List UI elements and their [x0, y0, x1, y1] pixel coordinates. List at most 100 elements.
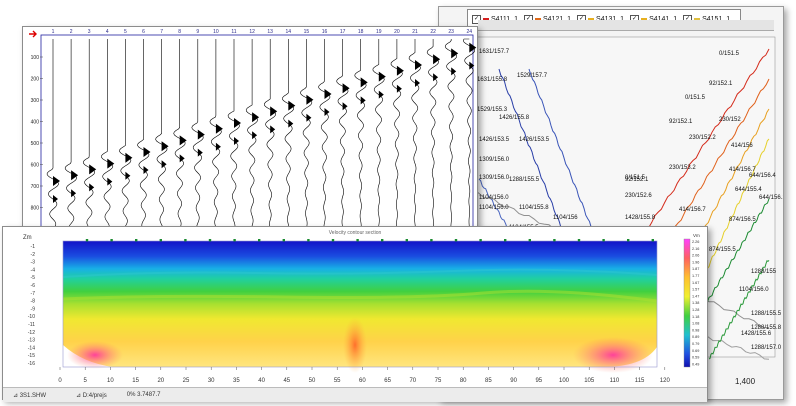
legend-label: S4131_1 — [596, 15, 625, 23]
point-label: 1288/155 — [751, 269, 777, 275]
trace-label: 21 — [412, 29, 418, 35]
geophone-marker — [553, 239, 556, 242]
geophone-marker — [602, 239, 605, 242]
status-item-2: ⊿ D:4/prejs — [76, 392, 107, 399]
legend-swatch — [535, 18, 541, 20]
y-tick-label: -2 — [31, 252, 36, 258]
trace-label: 7 — [160, 29, 163, 35]
wavelet-lobe — [53, 195, 58, 203]
seismic-trace — [155, 39, 168, 229]
colorbar-tick-label: 1.87 — [692, 267, 699, 271]
wavelet-lobe — [197, 148, 203, 157]
seismic-trace — [408, 39, 421, 229]
legend-swatch — [694, 18, 701, 20]
legend-label: S4141_1 — [649, 15, 678, 23]
colorbar-tick-label: 2.26 — [692, 240, 699, 244]
first-break-lobe — [324, 89, 332, 99]
point-label: 1288/155.5 — [751, 311, 782, 317]
time-tick-label: 500 — [31, 141, 40, 147]
geophone-marker — [85, 239, 89, 242]
travel-time-curve — [708, 259, 770, 360]
trace-label: 10 — [213, 29, 219, 35]
first-break-lobe — [396, 65, 404, 76]
trace-label: 1 — [52, 29, 55, 35]
colorbar-tick-label: 1.57 — [692, 288, 699, 292]
seismogram-window: 1 2 3 4 5 6 7 8 9 10 11 12 13 14 15 16 17 18 19 20 21 22 23 24 1… — [22, 26, 478, 233]
arrow-icon[interactable] — [29, 30, 37, 38]
colorbar-tick-label: 0.59 — [692, 356, 699, 360]
time-tick-label: 300 — [31, 98, 40, 104]
x-tick-label: 100 — [559, 378, 570, 384]
trace-label: 9 — [196, 29, 199, 35]
time-tick-label: 700 — [31, 184, 40, 190]
colorbar-tick-label: 0.98 — [692, 328, 699, 332]
seismic-trace — [318, 39, 331, 229]
point-label: 1529/157.7 — [517, 73, 548, 79]
geophone-marker — [454, 239, 458, 242]
y-tick-label: -15 — [28, 353, 35, 359]
high-velocity-anomaly — [573, 337, 653, 373]
colorbar-tick-label: 0.69 — [692, 349, 699, 353]
seismic-trace — [101, 39, 114, 229]
point-label: 92/152.1 — [669, 119, 693, 125]
legend-label: S4111_1 — [491, 15, 518, 23]
first-break-lobe — [143, 147, 151, 157]
point-label: 230/152.2 — [689, 135, 716, 141]
trace-label: 2 — [70, 29, 73, 35]
geophone-marker — [577, 239, 581, 242]
first-break-lobe — [197, 129, 205, 140]
time-tick-label: 400 — [31, 120, 40, 126]
colorbar-tick-label: 0.79 — [692, 342, 699, 346]
first-break-lobe — [107, 158, 115, 169]
point-label: 874/156.5 — [729, 217, 756, 223]
x-tick-label: 10 — [107, 378, 114, 384]
geophone-marker — [282, 239, 285, 242]
y-tick-label: -3 — [31, 260, 36, 266]
geophone-marker — [258, 239, 261, 242]
colorbar-tick-label: 1.67 — [692, 281, 699, 285]
travel-time-plot: 1631/157.7 1631/155.8 1529/157.7 1529/155.3… — [468, 36, 783, 386]
point-label: 1104/156.0 — [739, 287, 769, 293]
geophone-marker — [356, 239, 359, 242]
seismogram-plot: 1 2 3 4 5 6 7 8 9 10 11 12 13 14 15 16 17 18 19 20 21 22 23 241… — [29, 29, 477, 233]
y-axis-label: Zm — [23, 235, 32, 241]
trace-label: 22 — [430, 29, 436, 35]
trace-label: 15 — [304, 29, 310, 35]
y-tick-label: -4 — [31, 267, 36, 273]
seismogram-frame — [40, 34, 474, 230]
first-break-lobe — [179, 135, 187, 146]
velocity-section-title: Velocity contour section — [328, 230, 382, 236]
y-tick-label: -7 — [31, 291, 36, 297]
trace-label: 12 — [249, 29, 255, 35]
point-label: 1309/156.0 — [479, 175, 510, 181]
wavelet-lobe — [71, 189, 77, 198]
trace-label: 6 — [142, 29, 145, 35]
trace-label: 19 — [376, 29, 382, 35]
wavelet-lobe — [360, 96, 366, 105]
colorbar-tick-label: 1.18 — [692, 315, 699, 319]
point-label: 644/156.4 — [749, 173, 776, 179]
x-tick-label: 85 — [485, 378, 492, 384]
point-label: 1426/153.5 — [519, 137, 550, 143]
status-item-1: ⊿ 3S1.SHW — [13, 392, 47, 399]
wavelet-lobe — [179, 154, 185, 163]
y-tick-label: -9 — [31, 306, 36, 312]
wavelet-lobe — [469, 61, 475, 70]
legend-checkbox[interactable]: ✓ — [472, 14, 481, 24]
point-label: 92/152.1 — [625, 177, 649, 183]
seismic-trace — [426, 39, 439, 229]
first-break-lobe — [433, 54, 441, 65]
first-break-lobe — [125, 152, 133, 163]
first-break-lobe — [306, 94, 314, 105]
point-label: 414/156 — [731, 143, 753, 149]
legend-scrollbar[interactable] — [478, 20, 774, 31]
x-tick-label: 105 — [584, 378, 595, 384]
legend-item[interactable]: ✓ S4111_1 — [472, 14, 518, 24]
seismic-trace — [245, 39, 258, 229]
seismic-trace — [64, 39, 77, 229]
time-tick-label: 800 — [31, 206, 40, 212]
x-tick-label: 5 — [84, 378, 88, 384]
point-label: 1426/155.8 — [499, 115, 530, 121]
point-label: 92/152.1 — [709, 81, 733, 87]
point-label: 0/151.5 — [625, 175, 646, 181]
